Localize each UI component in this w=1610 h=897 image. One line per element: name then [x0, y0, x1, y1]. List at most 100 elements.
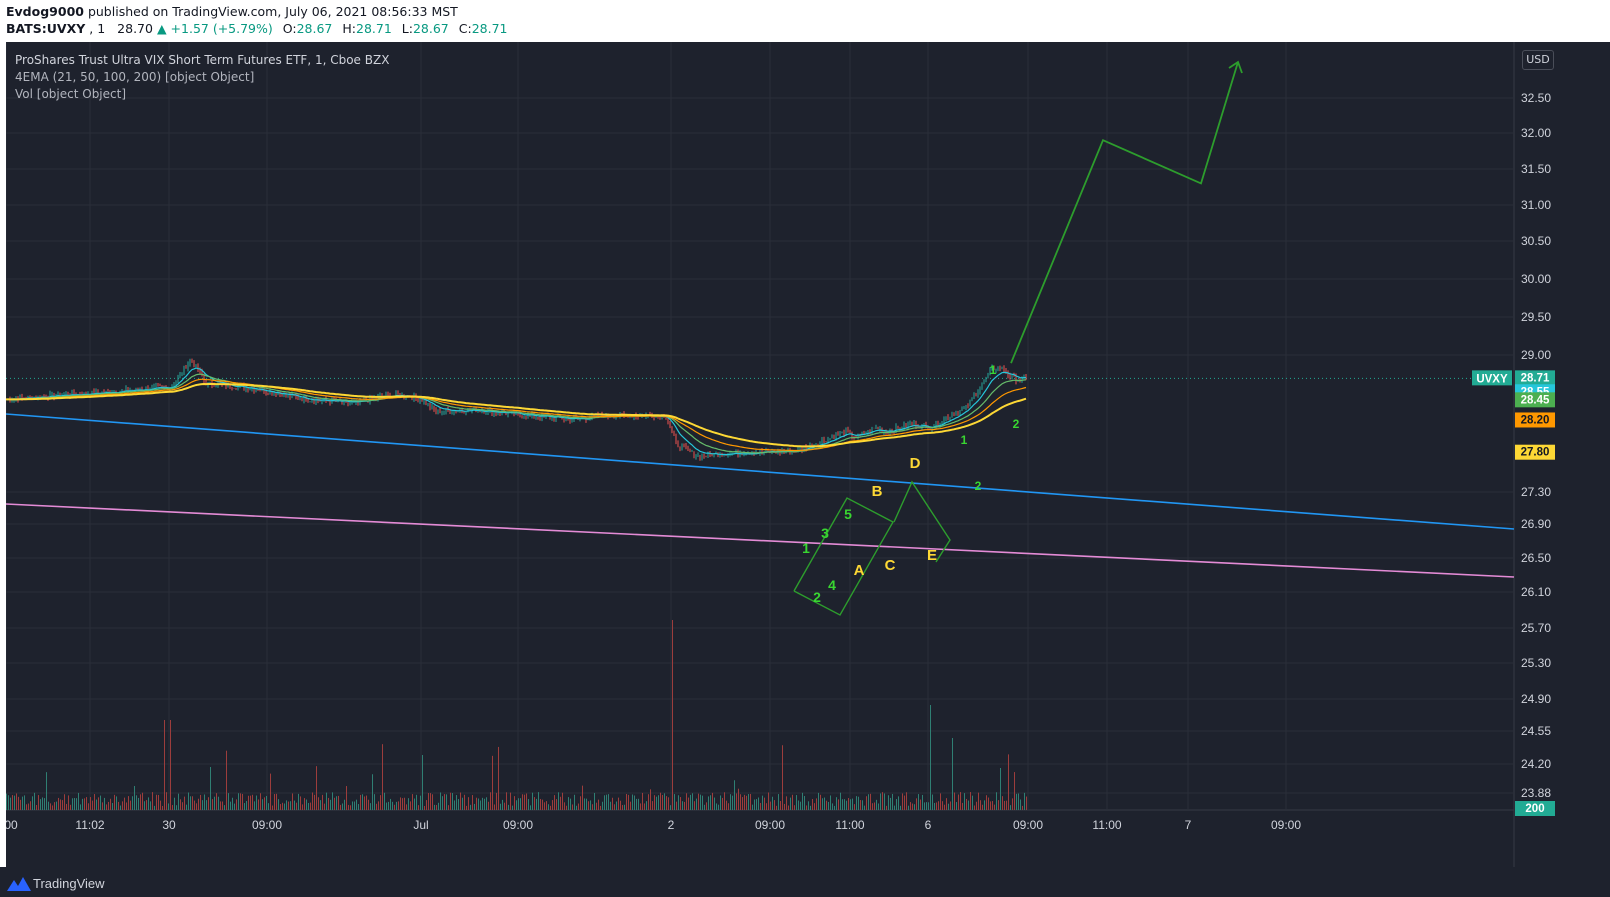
- y-tick-label: 27.30: [1521, 485, 1551, 499]
- x-tick-label: 11:00: [1092, 818, 1121, 832]
- y-tick-label: 26.10: [1521, 585, 1551, 599]
- volume-bar: [640, 803, 641, 810]
- volume-bar: [346, 786, 347, 810]
- volume-bar: [962, 802, 963, 810]
- volume-bar: [684, 801, 685, 810]
- volume-bar: [762, 795, 763, 810]
- volume-bar: [10, 797, 11, 810]
- volume-bar: [884, 793, 885, 810]
- volume-bar: [974, 805, 975, 810]
- volume-bar: [706, 802, 707, 810]
- volume-bar: [748, 794, 749, 810]
- volume-bar: [880, 793, 881, 810]
- volume-bar: [1004, 800, 1005, 810]
- volume-bar: [314, 794, 315, 810]
- volume-bar: [368, 799, 369, 810]
- volume-bar: [656, 796, 657, 810]
- y-tick-label: 24.90: [1521, 692, 1551, 706]
- publish-info: Evdog9000 published on TradingView.com, …: [6, 4, 458, 19]
- author-name[interactable]: Evdog9000: [6, 4, 84, 19]
- legend-ema[interactable]: 4EMA (21, 50, 100, 200) [object Object]: [15, 70, 255, 84]
- volume-bar: [734, 780, 735, 810]
- wave-count-label: 5: [844, 506, 852, 522]
- volume-bar: [918, 794, 919, 810]
- volume-bar: [632, 794, 633, 810]
- volume-bar: [194, 800, 195, 810]
- volume-bar: [330, 799, 331, 810]
- volume-bar: [168, 803, 169, 810]
- volume-bar: [188, 792, 189, 810]
- volume-bar: [528, 799, 529, 810]
- volume-bar: [44, 798, 45, 810]
- volume-bar: [770, 801, 771, 810]
- ema-50-line: [6, 373, 1027, 454]
- volume-bar: [456, 795, 457, 810]
- volume-bar: [150, 801, 151, 810]
- volume-bar: [766, 803, 767, 810]
- volume-bar: [352, 801, 353, 810]
- price-chart-svg[interactable]: 32.50 32.00 31.50 31.00 30.50 30.00 29.50 29.00…: [6, 42, 1610, 867]
- volume-bar: [24, 795, 25, 810]
- volume-bar: [966, 798, 967, 810]
- volume-bar: [496, 792, 497, 810]
- wave-count-label: 1: [802, 540, 810, 556]
- currency-button[interactable]: USD: [1522, 50, 1554, 70]
- volume-bar: [14, 795, 15, 810]
- volume-bar: [688, 797, 689, 810]
- volume-bar: [210, 766, 211, 810]
- volume-bar: [6, 793, 7, 810]
- volume-bar: [488, 801, 489, 810]
- volume-bar: [364, 796, 365, 810]
- chart-area[interactable]: 32.50 32.00 31.50 31.00 30.50 30.00 29.50 29.00…: [6, 42, 1610, 867]
- volume-bar: [300, 796, 301, 810]
- volume-bar: [228, 793, 229, 810]
- close-value: 28.71: [471, 21, 508, 36]
- volume-bar: [666, 796, 667, 810]
- volume-bar: [50, 803, 51, 810]
- volume-bar: [174, 797, 175, 810]
- volume-bar: [1018, 793, 1019, 810]
- volume-bar: [212, 799, 213, 810]
- volume-bar: [984, 800, 985, 810]
- volume-bar: [460, 792, 461, 810]
- brand-name[interactable]: TradingView: [33, 876, 105, 891]
- volume-bar: [670, 805, 671, 810]
- volume-bar: [350, 805, 351, 810]
- volume-bar: [244, 803, 245, 810]
- volume-bar: [792, 794, 793, 810]
- volume-bar: [634, 795, 635, 810]
- volume-bar: [878, 803, 879, 810]
- volume-bar: [846, 800, 847, 810]
- volume-bar: [596, 802, 597, 810]
- volume-bar: [140, 794, 141, 810]
- volume-bar: [760, 802, 761, 810]
- volume-bar: [344, 799, 345, 810]
- volume-bar: [288, 801, 289, 810]
- volume-bar: [558, 792, 559, 810]
- low-value: 28.67: [412, 21, 449, 36]
- volume-bar: [324, 803, 325, 810]
- y-tick-label: 30.00: [1521, 272, 1551, 286]
- low-label: L:: [401, 21, 413, 36]
- volume-bar: [696, 798, 697, 810]
- volume-bar: [206, 800, 207, 810]
- price-tag: [1515, 392, 1555, 408]
- volume-bar: [394, 804, 395, 810]
- volume-bar: [1024, 792, 1025, 810]
- volume-bar: [742, 797, 743, 810]
- volume-bar: [728, 803, 729, 810]
- tradingview-logo-icon[interactable]: [7, 877, 31, 891]
- volume-bar: [584, 798, 585, 810]
- volume-bar: [104, 797, 105, 810]
- volume-bar: [176, 805, 177, 810]
- volume-bar: [54, 802, 55, 810]
- volume-bar: [604, 795, 605, 810]
- volume-bar: [224, 805, 225, 810]
- volume-bar: [616, 801, 617, 810]
- volume-bar: [114, 794, 115, 810]
- volume-bar: [384, 792, 385, 810]
- volume-bar: [310, 802, 311, 810]
- volume-bar: [294, 800, 295, 810]
- volume-bar: [882, 792, 883, 810]
- legend-vol[interactable]: Vol [object Object]: [15, 87, 127, 101]
